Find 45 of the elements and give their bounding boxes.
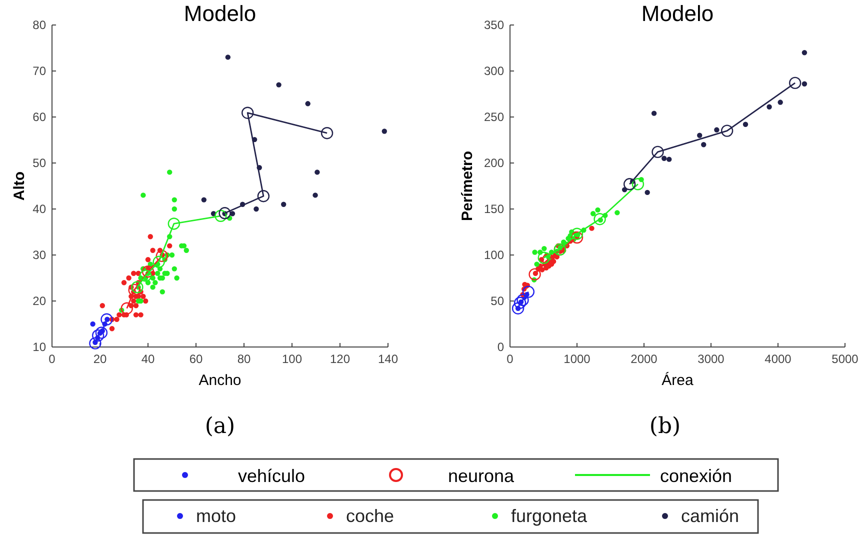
y-tick-label: 70 bbox=[32, 64, 46, 78]
y-tick-label: 60 bbox=[32, 110, 46, 124]
chart-title: Modelo bbox=[184, 1, 256, 26]
x-axis-title: Ancho bbox=[198, 372, 242, 389]
legend-label: camión bbox=[681, 506, 740, 526]
y-tick-label: 80 bbox=[32, 18, 46, 32]
x-tick-label: 40 bbox=[141, 352, 155, 366]
y-tick-label: 50 bbox=[490, 294, 504, 308]
y-tick-label: 40 bbox=[32, 202, 46, 216]
y-axis-title: Alto bbox=[11, 171, 28, 201]
legend-label: coche bbox=[346, 506, 394, 526]
y-tick-label: 0 bbox=[497, 340, 504, 354]
x-tick-label: 0 bbox=[48, 352, 56, 366]
x-tick-label: 4000 bbox=[764, 352, 792, 366]
y-tick-label: 300 bbox=[484, 64, 504, 78]
x-tick-label: 140 bbox=[378, 352, 398, 366]
y-axis-title: Perímetro bbox=[459, 150, 476, 222]
text: (a) bbox=[204, 414, 236, 439]
text: conexión bbox=[660, 466, 732, 486]
y-tick-label: 250 bbox=[484, 110, 504, 124]
y-tick-label: 50 bbox=[32, 156, 46, 170]
x-tick-label: 20 bbox=[93, 352, 107, 366]
x-tick-label: 120 bbox=[330, 352, 350, 366]
x-axis-title: Área bbox=[662, 371, 694, 389]
x-tick-label: 80 bbox=[237, 352, 251, 366]
x-tick-label: 2000 bbox=[630, 352, 658, 366]
text: neurona bbox=[448, 466, 516, 486]
x-tick-label: 1000 bbox=[564, 352, 591, 366]
x-tick-label: 100 bbox=[282, 352, 302, 366]
y-tick-label: 20 bbox=[32, 294, 46, 308]
text: vehículo bbox=[238, 466, 306, 486]
x-tick-label: 5000 bbox=[832, 352, 859, 366]
y-tick-label: 150 bbox=[484, 202, 504, 216]
text: (b) bbox=[649, 414, 681, 439]
y-tick-label: 30 bbox=[32, 248, 46, 262]
y-tick-label: 350 bbox=[484, 18, 504, 32]
chart-title: Modelo bbox=[641, 1, 714, 26]
y-tick-label: 200 bbox=[484, 156, 504, 170]
y-tick-label: 10 bbox=[32, 340, 46, 354]
x-tick-label: 0 bbox=[506, 352, 514, 366]
legend-label: furgoneta bbox=[511, 506, 588, 526]
x-tick-label: 60 bbox=[189, 352, 203, 366]
y-tick-label: 100 bbox=[484, 248, 504, 262]
legend-label: moto bbox=[196, 506, 236, 526]
x-tick-label: 3000 bbox=[698, 352, 725, 366]
